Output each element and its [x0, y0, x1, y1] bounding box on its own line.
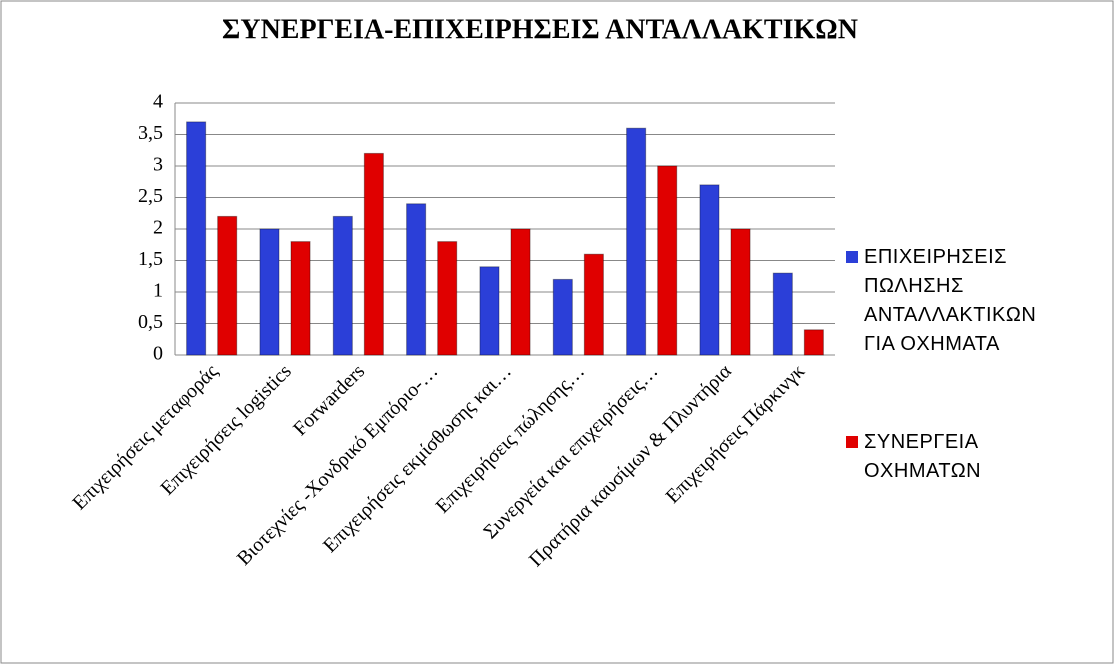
- bar: [259, 228, 280, 356]
- bar: [332, 215, 353, 356]
- bar: [552, 278, 573, 356]
- bar: [217, 215, 238, 356]
- legend-swatch: [846, 436, 858, 448]
- y-tick-label: 4: [153, 91, 163, 113]
- bar: [699, 184, 720, 356]
- y-tick-label: 1,5: [138, 248, 163, 270]
- y-tick-label: 3,5: [138, 122, 163, 144]
- bar: [186, 121, 207, 356]
- bar: [479, 266, 500, 356]
- bar: [730, 228, 751, 356]
- y-tick-label: 2: [153, 217, 163, 239]
- bar: [363, 152, 384, 356]
- y-tick-label: 1: [153, 280, 163, 302]
- legend-label: ΕΠΙΧΕΙΡΗΣΕΙΣ ΠΩΛΗΣΗΣ ΑΝΤΑΛΛΑΚΤΙΚΩΝ ΓΙΑ Ο…: [864, 246, 1037, 355]
- bar: [803, 329, 824, 356]
- bar: [510, 228, 531, 356]
- bar: [437, 241, 458, 356]
- legend-label: ΣΥΝΕΡΓΕΙΑ ΟΧΗΜΑΤΩΝ: [864, 431, 982, 482]
- y-tick-label: 3: [153, 154, 163, 176]
- y-tick-label: 0,5: [138, 311, 163, 333]
- legend-swatch: [846, 251, 858, 263]
- bar: [657, 165, 678, 356]
- chart-title: ΣΥΝΕΡΓΕΙΑ-ΕΠΙΧΕΙΡΗΣΕΙΣ ΑΝΤΑΛΛΑΚΤΙΚΩΝ: [222, 14, 858, 45]
- bar: [290, 241, 311, 356]
- bar: [626, 127, 647, 356]
- bar: [406, 203, 427, 356]
- bar: [772, 272, 793, 356]
- y-tick-label: 0: [153, 343, 163, 365]
- bar: [583, 253, 604, 356]
- y-tick-label: 2,5: [138, 185, 163, 207]
